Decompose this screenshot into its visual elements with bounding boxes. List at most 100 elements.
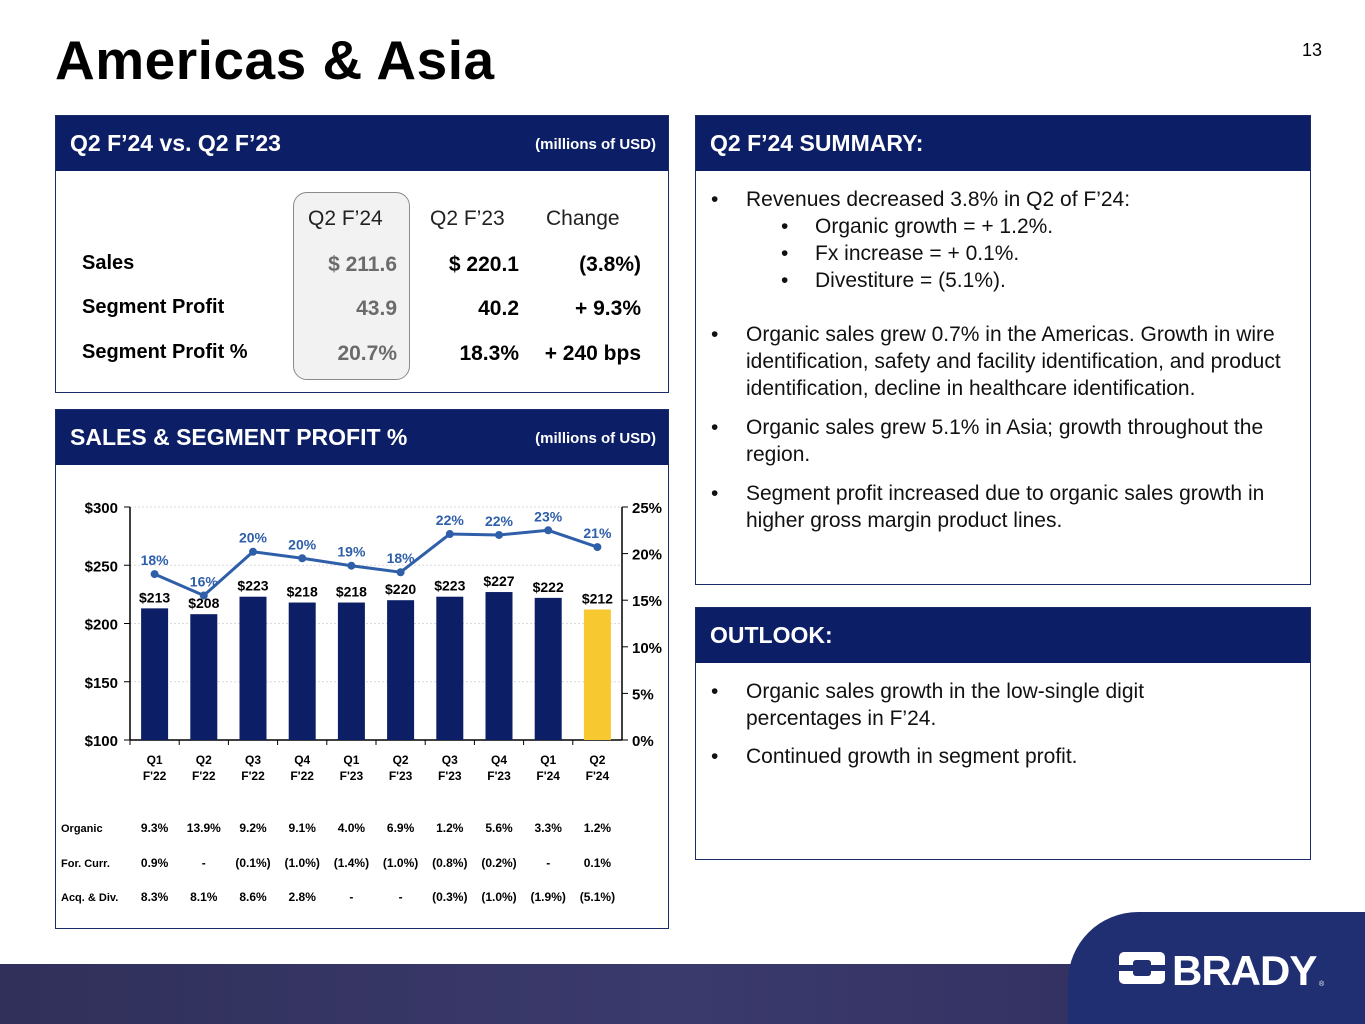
segment-profit-q2f24: 43.9 [356, 297, 397, 320]
table-cell: 1.2% [584, 821, 612, 835]
summary-sub-fx: Fx increase = + 0.1%. [698, 240, 1293, 267]
table-cell: (0.1%) [235, 856, 270, 870]
sales-bar-label: $218 [336, 584, 367, 600]
table-cell: 8.6% [239, 890, 267, 904]
outlook-bullets: Organic sales growth in the low-single d… [698, 678, 1258, 770]
sales-bar [534, 597, 562, 740]
profit-pct-point [298, 554, 307, 563]
column-header-change: Change [546, 207, 620, 230]
segment-profit-change: + 9.3% [575, 297, 641, 320]
x-tick-label-quarter: Q3 [442, 753, 458, 767]
table-cell: (1.4%) [334, 856, 369, 870]
summary-bullet-asia: Organic sales grew 5.1% in Asia; growth … [698, 414, 1293, 468]
y2-tick-label: 10% [632, 640, 662, 657]
sales-bar [436, 596, 464, 740]
summary-sub-divestiture: Divestiture = (5.1%). [698, 267, 1293, 294]
table-cell: 0.1% [584, 856, 612, 870]
y2-tick-label: 25% [632, 500, 662, 517]
sales-chart-header: SALES & SEGMENT PROFIT % (millions of US… [56, 410, 668, 465]
comparison-panel: Q2 F’24 vs. Q2 F’23 (millions of USD) Q2… [55, 115, 669, 393]
x-tick-label-year: F'24 [586, 769, 610, 783]
y-tick-label: $300 [85, 500, 118, 517]
summary-sub-organic: Organic growth = + 1.2%. [698, 213, 1293, 240]
table-cell: 9.2% [239, 821, 267, 835]
summary-bullet-profit: Segment profit increased due to organic … [698, 480, 1293, 534]
table-cell: 8.3% [141, 890, 169, 904]
profit-pct-label: 20% [239, 530, 268, 546]
summary-panel: Q2 F’24 SUMMARY: Revenues decreased 3.8%… [695, 115, 1311, 585]
table-cell: - [399, 890, 403, 904]
x-tick-label-quarter: Q2 [393, 753, 409, 767]
sales-bar [141, 608, 169, 740]
sales-bar [485, 592, 513, 740]
x-tick-label-quarter: Q4 [491, 753, 507, 767]
row-label-sales: Sales [82, 252, 135, 274]
table-row-label: Acq. & Div. [61, 892, 118, 904]
sales-bar-label: $227 [483, 573, 514, 589]
sales-chart-units: (millions of USD) [535, 430, 656, 447]
comparison-header: Q2 F’24 vs. Q2 F’23 (millions of USD) [56, 116, 668, 171]
table-row-label: Organic [61, 823, 103, 835]
table-cell: 4.0% [338, 821, 366, 835]
table-cell: (1.9%) [531, 890, 566, 904]
summary-title: Q2 F’24 SUMMARY: [710, 130, 924, 156]
profit-pct-point [593, 543, 602, 552]
table-cell: - [349, 890, 353, 904]
outlook-bullet-profit: Continued growth in segment profit. [698, 743, 1258, 770]
profit-pct-label: 23% [534, 508, 563, 524]
profit-pct-point [544, 526, 553, 535]
table-cell: 9.1% [289, 821, 317, 835]
comparison-units: (millions of USD) [535, 136, 656, 153]
sales-bar [190, 614, 218, 740]
outlook-bullet-organic: Organic sales growth in the low-single d… [698, 678, 1258, 732]
sales-profit-chart: $300 $250 $200 $150 $100 25% 20% 15% 10% 5% 0% $213… [61, 500, 662, 904]
sales-bar-label: $218 [287, 584, 318, 600]
table-cell: (0.3%) [432, 890, 467, 904]
profit-pct-point [495, 530, 503, 539]
outlook-panel: OUTLOOK: Organic sales growth in the low… [695, 607, 1311, 860]
segment-profit-pct-change: + 240 bps [544, 342, 641, 365]
table-cell: 2.8% [289, 890, 317, 904]
y-tick-label: $150 [85, 675, 118, 692]
profit-pct-line [154, 528, 598, 598]
sales-change: (3.8%) [579, 253, 641, 276]
segment-profit-pct-q2f24: 20.7% [337, 342, 397, 365]
outlook-header: OUTLOOK: [696, 608, 1310, 663]
sales-bar [583, 609, 611, 740]
brady-logo: BRADY ® [1117, 947, 1325, 990]
sales-chart-title: SALES & SEGMENT PROFIT % [70, 424, 408, 450]
x-tick-label-year: F'23 [389, 769, 413, 783]
brady-logo-wordmark: BRADY [1172, 947, 1317, 990]
profit-pct-point [445, 530, 454, 539]
sales-bar-label: $222 [533, 579, 564, 595]
table-cell: 9.3% [141, 821, 169, 835]
summary-bullets: Revenues decreased 3.8% in Q2 of F’24: O… [698, 186, 1293, 534]
x-tick-label-year: F'23 [487, 769, 511, 783]
segment-profit-q2f23: 40.2 [478, 297, 519, 320]
profit-pct-label: 19% [337, 544, 366, 560]
column-header-q2f23: Q2 F’23 [430, 207, 505, 230]
table-cell: 1.2% [436, 821, 464, 835]
table-row-label: For. Curr. [61, 858, 110, 870]
profit-pct-label: 20% [288, 536, 317, 552]
x-tick-label-quarter: Q2 [196, 753, 212, 767]
table-cell: 6.9% [387, 821, 415, 835]
profit-pct-point [347, 561, 356, 570]
table-cell: - [202, 856, 206, 870]
brady-logo-mark [1117, 952, 1167, 984]
table-cell: 5.6% [485, 821, 513, 835]
x-tick-label-year: F'23 [340, 769, 364, 783]
y2-tick-label: 0% [632, 733, 654, 750]
summary-header: Q2 F’24 SUMMARY: [696, 116, 1310, 171]
profit-pct-point [150, 570, 159, 579]
row-label-segment-profit: Segment Profit [82, 296, 225, 318]
table-cell: - [546, 856, 550, 870]
y2-tick-label: 20% [632, 547, 662, 564]
sales-bar-label: $208 [188, 595, 219, 611]
row-label-segment-profit-pct: Segment Profit % [82, 341, 248, 363]
table-cell: (0.8%) [432, 856, 467, 870]
sales-bar [288, 602, 316, 740]
x-tick-label-quarter: Q2 [589, 753, 605, 767]
x-tick-label-quarter: Q3 [245, 753, 261, 767]
y-tick-label: $200 [85, 617, 118, 634]
